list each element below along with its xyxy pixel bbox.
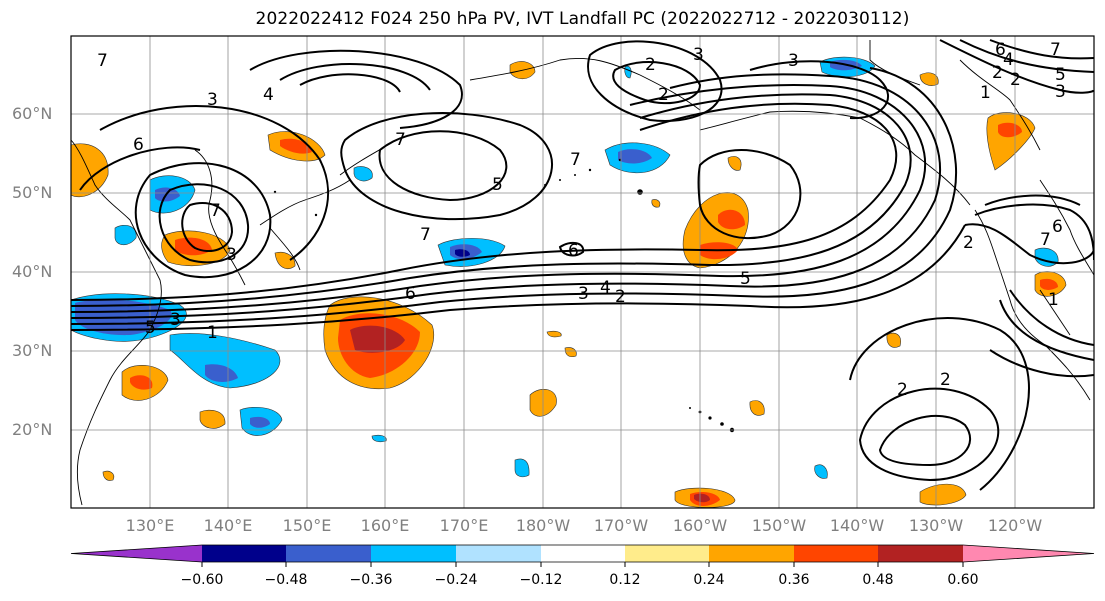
contour-label: 2	[645, 55, 656, 75]
lat-label: 30°N	[12, 341, 53, 360]
colorbar-ticks	[201, 562, 964, 567]
colorbar-segment	[709, 545, 794, 562]
colorbar-segments	[70, 544, 1095, 563]
colorbar-tick-label: −0.36	[349, 572, 393, 588]
colorbar-segment	[541, 545, 625, 562]
pc-contours	[71, 39, 1094, 491]
lon-label: 180°W	[515, 516, 571, 535]
contour-label: 2	[897, 380, 908, 400]
colorbar-segment	[878, 545, 963, 562]
contour-label: 5	[740, 269, 751, 289]
lon-label: 160°W	[672, 516, 728, 535]
lon-label: 130°E	[125, 516, 175, 535]
contour-label: 3	[207, 90, 218, 110]
contour-label: 3	[226, 245, 237, 265]
contour-label: 3	[170, 310, 181, 330]
contour-label: 7	[420, 225, 431, 245]
contour-label: 5	[145, 318, 156, 338]
contour-label: 6	[995, 40, 1006, 60]
contour-label: 2	[658, 85, 669, 105]
contour-label: 7	[210, 201, 221, 221]
contour-label: 7	[395, 130, 406, 150]
colorbar-segment	[963, 545, 1094, 562]
colorbar-tick-label: −0.12	[519, 572, 563, 588]
contour-label: 2	[992, 63, 1003, 83]
colorbar-segment	[71, 545, 202, 562]
colorbar	[70, 544, 1095, 567]
contour-label: 3	[788, 51, 799, 71]
lat-label: 20°N	[12, 420, 53, 439]
lon-label: 150°E	[282, 516, 332, 535]
contour-label: 4	[263, 85, 274, 105]
colorbar-segment	[202, 545, 286, 562]
colorbar-tick-label: 0.36	[778, 572, 810, 588]
contour-label: 7	[570, 150, 581, 170]
colorbar-segment	[625, 545, 709, 562]
colorbar-tick-label: −0.48	[264, 572, 308, 588]
colorbar-tick-label: 0.24	[693, 572, 725, 588]
lon-label: 150°W	[751, 516, 807, 535]
colorbar-segment	[456, 545, 541, 562]
contour-label: 7	[1050, 40, 1061, 60]
colorbar-tick-label: 0.12	[609, 572, 641, 588]
contour-label: 2	[963, 233, 974, 253]
lon-label: 120°W	[987, 516, 1043, 535]
map-title: 2022022412 F024 250 hPa PV, IVT Landfall…	[255, 9, 910, 29]
contour-label: 6	[1052, 217, 1063, 237]
colorbar-tick-label: 0.60	[947, 572, 979, 588]
map-border	[70, 35, 1095, 509]
colorbar-tick-label: 0.48	[862, 572, 894, 588]
colorbar-tick-label: −0.60	[180, 572, 224, 588]
lat-label: 60°N	[12, 104, 53, 123]
contour-label: 6	[133, 135, 144, 155]
lon-label: 160°E	[360, 516, 410, 535]
contour-label: 2	[615, 287, 626, 307]
contour-label: 3	[1055, 82, 1066, 102]
contour-label: 1	[1048, 290, 1059, 310]
colorbar-segment	[794, 545, 878, 562]
contour-label: 4	[600, 278, 611, 298]
contour-labels: 7 3 4 6 7 3 7 3 2 3 2 6 4 5 3 7 6 5 7 5 …	[97, 40, 1066, 400]
contour-label: 3	[578, 284, 589, 304]
contour-label: 7	[97, 51, 108, 71]
contour-label: 2	[1010, 70, 1021, 90]
contour-label: 2	[940, 370, 951, 390]
contour-label: 5	[492, 175, 503, 195]
contour-label: 1	[207, 323, 218, 343]
contour-label: 6	[568, 241, 579, 261]
lat-label: 50°N	[12, 183, 53, 202]
contour-label: 6	[405, 284, 416, 304]
colorbar-tick-label: −0.24	[434, 572, 478, 588]
lat-label: 40°N	[12, 262, 53, 281]
contour-label: 7	[1040, 230, 1051, 250]
contour-label: 5	[1055, 65, 1066, 85]
lon-label: 140°E	[203, 516, 253, 535]
lon-label: 140°W	[829, 516, 885, 535]
colorbar-segment	[371, 545, 456, 562]
contour-label: 3	[693, 45, 704, 65]
lon-label: 130°W	[908, 516, 964, 535]
contour-label: 4	[1003, 50, 1014, 70]
lon-label: 170°W	[593, 516, 649, 535]
contour-label: 1	[980, 83, 991, 103]
lon-label: 170°E	[439, 516, 489, 535]
colorbar-segment	[286, 545, 371, 562]
